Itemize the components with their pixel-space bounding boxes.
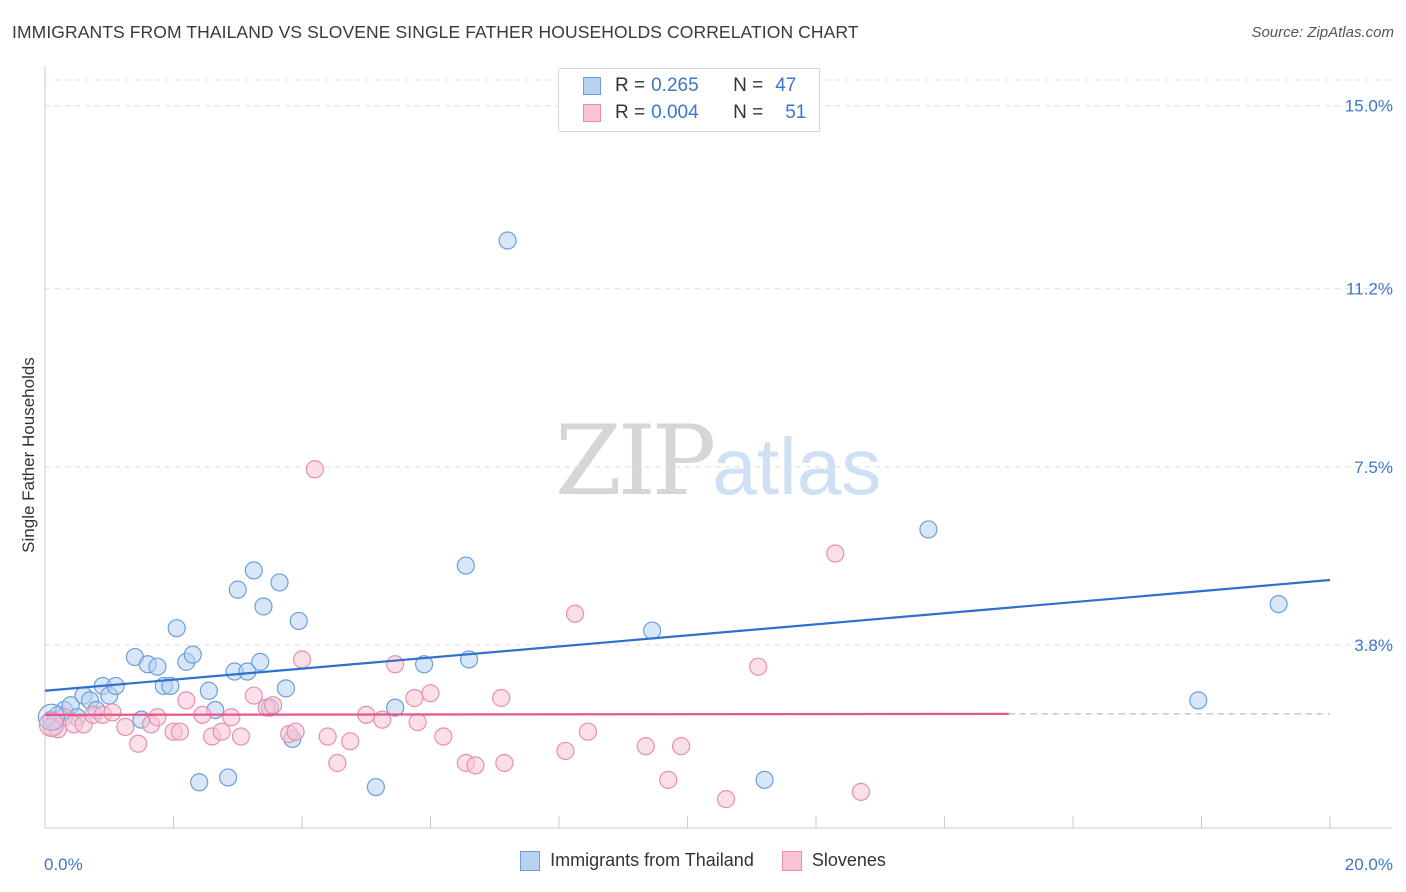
slovenes-point: [671, 737, 691, 756]
thailand-point: [219, 768, 238, 787]
slovenes-point: [495, 753, 514, 773]
slovenes-point: [318, 727, 337, 746]
slovenes-point: [286, 722, 305, 741]
x-tick-label: 0.0%: [44, 855, 83, 874]
slovenes-point: [292, 650, 312, 669]
slovenes-point: [421, 684, 440, 703]
thailand-point: [1189, 691, 1208, 710]
series-legend-item-slovenes: Slovenes: [781, 850, 886, 871]
legend-n-label: N =: [733, 75, 764, 96]
thailand-point: [366, 777, 385, 797]
slovenes-point: [492, 688, 511, 708]
thailand-point: [919, 520, 938, 539]
series-legend: Immigrants from Thailand Slovenes: [0, 850, 1406, 871]
legend-r-value: 0.004: [651, 102, 699, 123]
thailand-point: [190, 773, 209, 792]
y-tick-label: 15.0%: [1345, 97, 1393, 116]
thailand-point: [251, 652, 270, 671]
slovenes-point: [405, 688, 424, 708]
thailand-point: [167, 619, 186, 638]
series-legend-item-thailand: Immigrants from Thailand: [520, 850, 754, 871]
slovenes-trend-line: [44, 712, 1009, 716]
legend-r-value: 0.265: [651, 75, 699, 96]
slovenes-point: [716, 790, 736, 809]
slovenes-point: [578, 722, 598, 741]
thailand-point: [276, 679, 296, 698]
slovenes-point: [148, 708, 167, 727]
slovenes-point: [129, 734, 148, 753]
thailand-point: [755, 770, 774, 789]
thailand-trend-line: [44, 578, 1331, 692]
thailand-point: [37, 703, 66, 731]
slovenes-point: [263, 696, 283, 715]
legend-swatch-blue: [583, 77, 601, 95]
legend-n-value: 51: [785, 102, 807, 123]
slovenes-point: [177, 691, 196, 710]
thailand-point: [386, 698, 405, 717]
slovenes-point: [341, 732, 360, 751]
thailand-point: [1269, 594, 1288, 614]
slovenes-point: [305, 460, 324, 479]
slovenes-point: [659, 770, 678, 789]
slovenes-point: [556, 741, 575, 761]
slovenes-point: [826, 544, 845, 563]
legend-r-label: R =: [615, 102, 646, 123]
thailand-point: [148, 657, 167, 676]
slovenes-point: [116, 717, 135, 736]
y-axis-label: Single Father Households: [19, 357, 38, 553]
slovenes-point: [636, 737, 655, 756]
thailand-point: [161, 676, 180, 696]
thailand-point: [498, 231, 517, 250]
slovenes-point: [231, 727, 251, 746]
slovenes-point: [386, 655, 405, 674]
slovenes-point: [244, 686, 263, 705]
thailand-point: [643, 621, 662, 640]
y-tick-label: 3.8%: [1354, 636, 1393, 655]
legend-swatch-pink: [583, 104, 601, 122]
legend-r-label: R =: [615, 75, 646, 96]
series-swatch-blue: [520, 850, 541, 871]
thailand-point: [270, 573, 289, 592]
legend-row-slovenes: R = 0.004 N = 51: [583, 101, 806, 125]
legend-n-value: 47: [775, 75, 797, 96]
series-swatch-pink: [781, 850, 802, 871]
thailand-point: [414, 655, 434, 674]
thailand-point: [228, 580, 247, 599]
thailand-point: [244, 561, 263, 580]
legend-row-thailand: R = 0.265 N = 47: [583, 74, 796, 98]
slovenes-point: [328, 753, 347, 773]
slovenes-point: [434, 727, 453, 746]
thailand-point: [289, 611, 308, 631]
source-label: Source: ZipAtlas.com: [1251, 24, 1394, 41]
slovenes-point: [222, 708, 241, 727]
y-tick-label: 7.5%: [1354, 458, 1393, 477]
legend-n-label: N =: [733, 102, 764, 123]
slovenes-point: [103, 703, 122, 722]
slovenes-point: [408, 712, 427, 732]
watermark-zip: ZIP: [555, 405, 716, 517]
watermark: ZIPatlas: [555, 405, 881, 517]
correlation-legend: R = 0.265 N = 47 R = 0.004 N = 51: [558, 68, 820, 132]
x-tick-label: 20.0%: [1345, 855, 1393, 874]
chart-title: IMMIGRANTS FROM THAILAND VS SLOVENE SING…: [12, 22, 859, 42]
y-tick-label: 11.2%: [1346, 280, 1393, 299]
thailand-point: [199, 681, 218, 700]
thailand-point: [183, 645, 202, 664]
slovenes-point: [38, 711, 65, 738]
slovenes-point: [851, 782, 871, 801]
slovenes-point: [466, 756, 485, 775]
thailand-point: [254, 597, 273, 616]
thailand-point: [456, 556, 475, 575]
slovenes-point: [170, 722, 190, 741]
slovenes-point: [565, 604, 585, 623]
slovenes-point: [212, 722, 231, 741]
series-legend-label: Immigrants from Thailand: [550, 850, 754, 870]
series-legend-label: Slovenes: [811, 850, 886, 870]
slovenes-point: [749, 657, 768, 676]
